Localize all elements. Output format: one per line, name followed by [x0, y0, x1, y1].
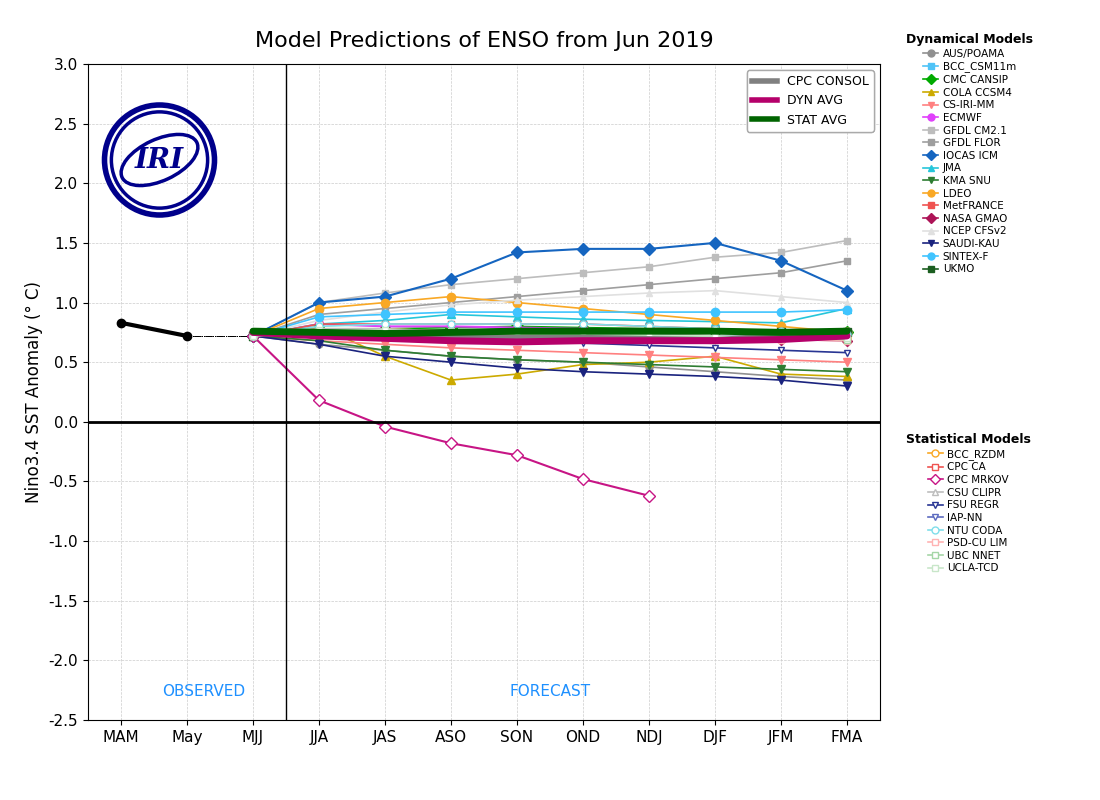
- Text: OBSERVED: OBSERVED: [162, 684, 245, 699]
- Legend: AUS/POAMA, BCC_CSM11m, CMC CANSIP, COLA CCSM4, CS-IRI-MM, ECMWF, GFDL CM2.1, GFD: AUS/POAMA, BCC_CSM11m, CMC CANSIP, COLA …: [902, 30, 1037, 278]
- Text: IRI: IRI: [135, 146, 184, 174]
- Y-axis label: Nino3.4 SST Anomaly (° C): Nino3.4 SST Anomaly (° C): [25, 281, 43, 503]
- Text: FORECAST: FORECAST: [509, 684, 591, 699]
- Title: Model Predictions of ENSO from Jun 2019: Model Predictions of ENSO from Jun 2019: [254, 31, 714, 51]
- Legend: BCC_RZDM, CPC CA, CPC MRKOV, CSU CLIPR, FSU REGR, IAP-NN, NTU CODA, PSD-CU LIM, : BCC_RZDM, CPC CA, CPC MRKOV, CSU CLIPR, …: [902, 430, 1035, 578]
- Legend: CPC CONSOL, DYN AVG, STAT AVG: CPC CONSOL, DYN AVG, STAT AVG: [747, 70, 873, 132]
